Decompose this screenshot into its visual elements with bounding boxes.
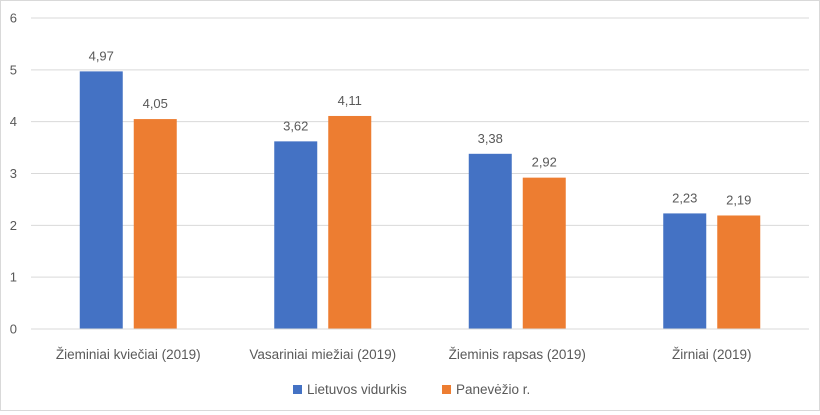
legend: Lietuvos vidurkis Panevėžio r.	[293, 382, 530, 397]
bar	[274, 141, 318, 329]
data-labels: 4,97 4,05 3,62 4,11 3,38 2,92 2,23 2,19	[89, 48, 752, 207]
category-labels: Žieminiai kviečiai (2019) Vasariniai miež…	[56, 347, 752, 362]
bars	[79, 71, 761, 329]
data-label: 3,62	[283, 118, 308, 133]
data-label: 4,11	[338, 93, 362, 108]
bar	[522, 177, 566, 329]
bar	[663, 213, 707, 329]
data-label: 4,05	[143, 96, 168, 111]
legend-swatch	[442, 385, 451, 394]
bar	[328, 115, 372, 329]
legend-swatch	[293, 385, 302, 394]
bar	[133, 119, 177, 329]
bar	[468, 153, 512, 329]
legend-label: Lietuvos vidurkis	[307, 382, 407, 397]
legend-label: Panevėžio r.	[456, 382, 530, 397]
category-label: Žieminiai kviečiai (2019)	[56, 347, 201, 362]
bar	[717, 215, 761, 329]
y-tick-label: 2	[10, 218, 17, 233]
data-label: 4,97	[89, 48, 114, 63]
y-tick-label: 0	[10, 322, 17, 337]
y-tick-label: 6	[10, 11, 17, 26]
category-label: Žieminis rapsas (2019)	[449, 347, 586, 362]
y-tick-label: 1	[10, 270, 17, 285]
y-axis-ticks: 0 1 2 3 4 5 6	[10, 11, 17, 337]
data-label: 3,38	[478, 131, 503, 146]
data-label: 2,19	[726, 192, 751, 207]
category-label: Vasariniai miežiai (2019)	[249, 347, 396, 362]
bar	[79, 71, 123, 329]
data-label: 2,23	[672, 190, 697, 205]
data-label: 2,92	[532, 155, 557, 170]
y-tick-label: 3	[10, 166, 17, 181]
legend-item: Panevėžio r.	[442, 382, 530, 397]
y-tick-label: 4	[10, 114, 17, 129]
legend-item: Lietuvos vidurkis	[293, 382, 407, 397]
category-label: Žirniai (2019)	[672, 347, 752, 362]
y-tick-label: 5	[10, 62, 17, 77]
